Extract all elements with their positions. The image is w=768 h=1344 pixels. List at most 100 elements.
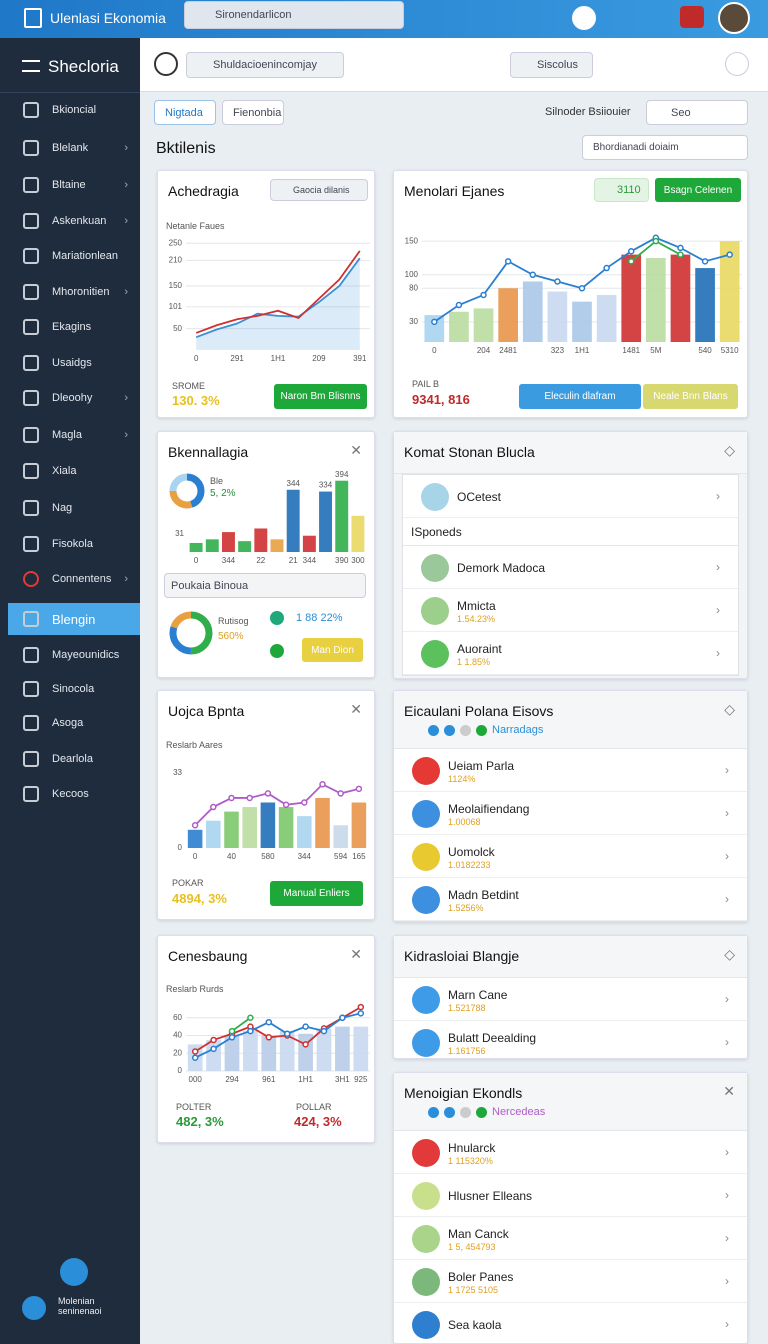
profile[interactable] (718, 2, 750, 34)
marker (455, 301, 463, 309)
nav-item[interactable]: Connentens › (8, 563, 140, 595)
bar (260, 802, 276, 848)
list-item[interactable]: OCetest › (403, 475, 738, 518)
list-item[interactable]: Uomolck 1.0182233 › (394, 835, 747, 878)
list-item[interactable]: Hnularck 1 115320% › (394, 1131, 747, 1174)
marker (320, 1027, 328, 1035)
list-item[interactable]: Mmicta 1.54.23% › (403, 589, 738, 632)
nav-item[interactable]: Mayeounidics (8, 639, 140, 671)
donut-value: 5, 2% (210, 488, 236, 499)
bar (670, 254, 691, 342)
nav-item[interactable]: Mhoronitien › (8, 276, 140, 308)
item-value: 1.161756 (448, 1046, 486, 1056)
close-button[interactable]: ✕ (350, 701, 362, 717)
card-title: Achedragia (168, 183, 239, 199)
item-value: 1124% (448, 774, 476, 784)
list-item[interactable]: Meolaifiendang 1.00068 › (394, 792, 747, 835)
nav-item[interactable]: Asoga (8, 707, 140, 739)
marker (265, 1018, 273, 1026)
nav-item[interactable]: Magla › (8, 419, 140, 451)
avatar[interactable] (572, 6, 596, 30)
nav-item[interactable]: Kecoos (8, 778, 140, 810)
link[interactable]: Silnoder Bsiiouier (545, 106, 631, 118)
nav-item[interactable]: Blelank › (8, 132, 140, 164)
list-item[interactable]: Ueiam Parla 1124% › (394, 749, 747, 792)
list-item[interactable]: Marn Cane 1.521788 › (394, 978, 747, 1021)
list-item[interactable]: Sea kaola › (394, 1303, 747, 1344)
area (196, 258, 360, 350)
button[interactable]: Siscolus (510, 52, 593, 78)
chevron: › (716, 603, 720, 617)
chevron: › (725, 849, 729, 863)
nav-item[interactable]: Usaidgs (8, 347, 140, 379)
button[interactable]: Bsagn Celenen (655, 178, 741, 202)
button[interactable]: Man Dion (302, 638, 363, 662)
nav-item[interactable]: Mariationlean (8, 240, 140, 272)
menu-icon[interactable] (22, 60, 40, 72)
nav-icon (23, 715, 39, 731)
nav-label: Blengin (52, 611, 96, 627)
list-item[interactable]: Bulatt Deealding 1.161756 › (394, 1021, 747, 1064)
tab[interactable]: Nigtada (154, 100, 216, 125)
marker (191, 1048, 199, 1055)
tab[interactable]: Fienonbia (222, 100, 284, 125)
search[interactable]: Shuldacioenincomjay (186, 52, 344, 78)
nav-label: Mhoronitien (52, 286, 110, 298)
nav-label: Mariationlean (52, 250, 119, 262)
nav-item[interactable]: Sinocola (8, 673, 140, 705)
search[interactable]: Seo (646, 100, 748, 125)
marker (529, 271, 537, 279)
marker (319, 781, 326, 788)
chip[interactable]: Gaocia dilanis (270, 179, 368, 201)
nav-item[interactable]: Dearlola (8, 743, 140, 775)
bar (261, 1035, 277, 1071)
close-button[interactable]: ✕ (350, 442, 362, 458)
nav-icon (23, 611, 39, 627)
list-header: Menoigian Ekondls ✕ Nercedeas (394, 1073, 747, 1131)
chart-subtitle: Reslarb Rurds (166, 984, 224, 994)
button[interactable]: Naron Bm Blisnns (274, 384, 367, 409)
list-item[interactable]: Madn Betdint 1.5256% › (394, 878, 747, 921)
nav-item[interactable]: Xiala (8, 455, 140, 487)
close-button[interactable]: ✕ (350, 946, 362, 962)
nav-label: Askenkuan (52, 215, 107, 227)
list-item[interactable]: Demork Madoca › (403, 546, 738, 589)
list-item[interactable]: Hlusner Elleans › (394, 1174, 747, 1217)
donut-value: 560% (218, 631, 244, 642)
settings-icon[interactable] (725, 52, 749, 76)
search[interactable]: Sironendarlicon (184, 1, 404, 29)
nav-item[interactable]: Bkioncial (8, 94, 140, 126)
app-title: Ulenlasi Ekonomia (50, 10, 166, 26)
tag-dot (460, 725, 471, 736)
button[interactable]: Eleculin dlafram (519, 384, 641, 409)
button[interactable]: Neale Bnn Blans (643, 384, 738, 409)
button[interactable]: Manual Enliers (270, 881, 363, 906)
nav-item[interactable]: Nag (8, 492, 140, 524)
filter[interactable]: Bhordianadi doiaim (582, 135, 748, 160)
line (194, 1012, 362, 1059)
nav-item[interactable]: Bltaine › (8, 169, 140, 201)
help-icon[interactable] (60, 1258, 88, 1286)
nav-icon (23, 427, 39, 443)
nav-item[interactable]: Askenkuan › (8, 205, 140, 237)
notification[interactable] (680, 6, 704, 28)
list-item[interactable]: Boler Panes 1 1725 5105 › (394, 1260, 747, 1303)
donut-segment (169, 611, 213, 655)
marker (210, 803, 217, 811)
y-tick-label: 250 (169, 238, 183, 247)
x-tick-label: 3H1 (335, 1075, 350, 1084)
nav-item[interactable]: Blengin (8, 603, 140, 635)
list-item[interactable]: Man Canck 1 5, 454793 › (394, 1217, 747, 1260)
chart-subtitle: Reslarb Aares (166, 740, 223, 750)
list-item[interactable]: Auoraint 1 1.85% › (403, 632, 738, 675)
item-value: 1 115320% (448, 1156, 493, 1166)
section-bar[interactable]: Poukaia Binoua (164, 573, 366, 598)
nav-item[interactable]: Fisokola (8, 528, 140, 560)
nav-item[interactable]: Dleoohy › (8, 382, 140, 414)
y-tick-label: 30 (409, 317, 418, 326)
back-button[interactable] (154, 52, 178, 76)
icon (270, 644, 284, 658)
bar (189, 542, 203, 552)
nav-icon (23, 213, 39, 229)
nav-item[interactable]: Ekagins (8, 311, 140, 343)
